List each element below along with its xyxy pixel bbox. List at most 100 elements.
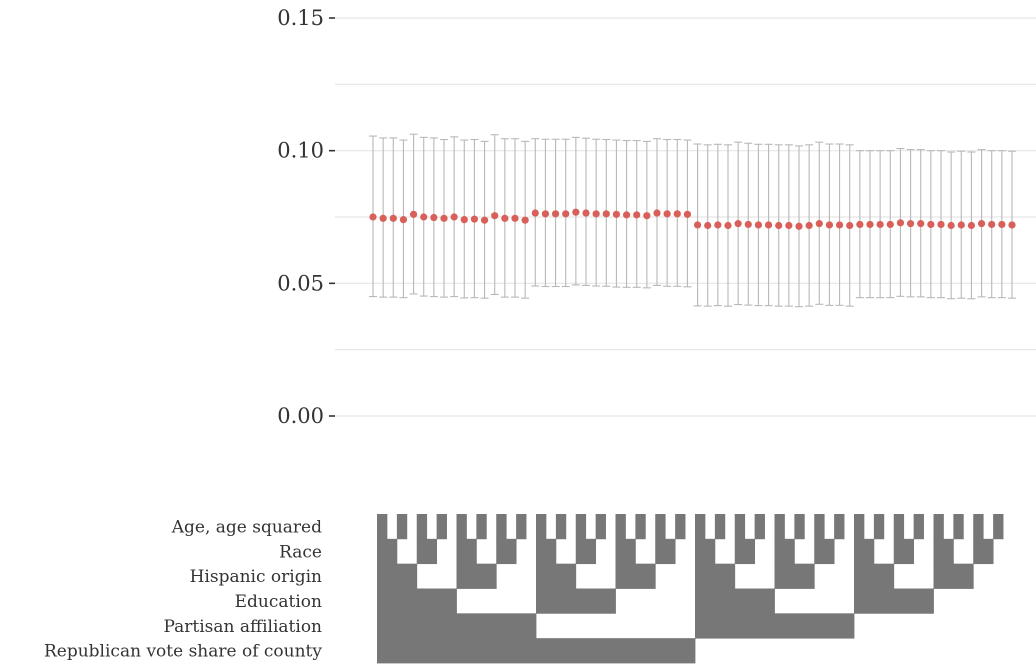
specification-cell	[536, 538, 557, 565]
estimate-point	[998, 220, 1006, 229]
estimate-point	[947, 221, 955, 230]
specification-cell	[536, 588, 616, 614]
specification-cell	[774, 563, 815, 589]
specification-cell	[536, 514, 547, 540]
estimate-point	[653, 209, 661, 217]
specification-cell	[377, 588, 457, 614]
specification-cell	[536, 563, 577, 589]
estimate-point	[602, 210, 610, 218]
estimate-point	[825, 221, 834, 229]
estimate-point	[988, 220, 996, 229]
specification-cell	[734, 514, 746, 540]
estimate-point	[470, 215, 479, 223]
estimate-point	[531, 209, 539, 217]
specification-row-labels: Age, age squared Race Hispanic origin Educa…	[44, 517, 322, 661]
estimate-point	[369, 213, 377, 221]
estimate-point	[714, 221, 722, 229]
specification-cell	[695, 588, 775, 614]
estimate-point	[785, 221, 793, 230]
y-tick-label: 0.10	[277, 139, 324, 163]
estimate-point	[764, 221, 773, 229]
specification-cell	[814, 514, 825, 540]
estimate-point	[917, 220, 925, 228]
specification-cell	[754, 514, 765, 540]
estimate-point	[501, 214, 509, 222]
specification-cell	[615, 538, 636, 565]
specification-row-label: Age, age squared	[171, 517, 322, 537]
specification-cell	[774, 538, 795, 565]
specification-cell	[436, 514, 447, 540]
estimate-point	[562, 210, 570, 218]
estimate-point	[835, 221, 844, 229]
specification-cell	[854, 588, 934, 614]
specification-cell	[854, 514, 865, 540]
specification-cell	[496, 514, 507, 540]
estimate-point	[683, 210, 692, 218]
specification-cell	[456, 538, 477, 565]
specification-cell	[714, 514, 726, 540]
estimate-point	[480, 216, 489, 224]
estimate-point	[420, 213, 428, 221]
specification-row-label: Race	[279, 542, 322, 562]
estimate-point	[886, 220, 894, 229]
specification-cell	[933, 563, 974, 589]
estimate-point	[856, 220, 864, 229]
estimate-point	[450, 213, 458, 221]
specification-cell	[416, 514, 428, 540]
estimate-point	[663, 210, 671, 218]
specification-cell	[595, 514, 606, 540]
estimate-point	[622, 211, 631, 219]
specification-cell	[396, 514, 408, 540]
specification-cell	[476, 514, 487, 540]
specification-cell	[695, 538, 716, 565]
estimate-point	[633, 211, 641, 219]
estimate-point	[775, 221, 783, 230]
specification-cell	[655, 538, 676, 565]
specification-row-label: Partisan affiliation	[163, 617, 322, 637]
specification-cell	[814, 538, 835, 565]
estimate-point	[379, 214, 387, 222]
estimate-point	[1008, 221, 1016, 229]
specification-cell	[615, 514, 626, 540]
estimate-point	[389, 214, 397, 222]
estimate-point	[876, 220, 884, 229]
estimate-point	[430, 213, 438, 222]
specification-cell	[854, 563, 895, 589]
estimate-point	[866, 220, 874, 229]
specification-cell	[615, 563, 656, 589]
specification-cell	[516, 514, 527, 540]
estimate-point	[724, 221, 732, 230]
specification-cell	[913, 514, 924, 540]
estimate-point	[977, 220, 986, 228]
estimate-point	[967, 221, 976, 230]
estimate-point	[795, 222, 803, 230]
estimate-point	[805, 221, 813, 230]
estimate-point	[399, 216, 408, 224]
specification-cell	[695, 613, 855, 639]
estimate-point	[643, 212, 651, 220]
specification-cell	[416, 538, 438, 565]
specification-row-label: Hispanic origin	[190, 567, 322, 587]
specification-cell	[893, 538, 915, 565]
estimate-point	[744, 220, 752, 229]
specification-cell	[993, 514, 1004, 540]
specification-cell	[953, 514, 964, 540]
specification-cell	[456, 514, 467, 540]
estimate-point	[673, 210, 681, 218]
specification-cell	[675, 514, 686, 540]
specification-row-label: Education	[235, 592, 322, 612]
estimate-point	[572, 208, 580, 216]
specification-grid	[377, 514, 1004, 664]
estimate-point	[815, 220, 823, 228]
estimate-point	[896, 219, 905, 227]
specification-row-label: Republican vote share of county	[44, 642, 322, 662]
estimate-points	[369, 208, 1016, 230]
specification-cell	[377, 563, 418, 589]
specification-cell	[933, 538, 954, 565]
specification-cell	[377, 514, 388, 540]
estimate-point	[409, 210, 418, 218]
estimate-point	[734, 220, 742, 228]
specification-cell	[834, 514, 845, 540]
specification-cell	[933, 514, 944, 540]
